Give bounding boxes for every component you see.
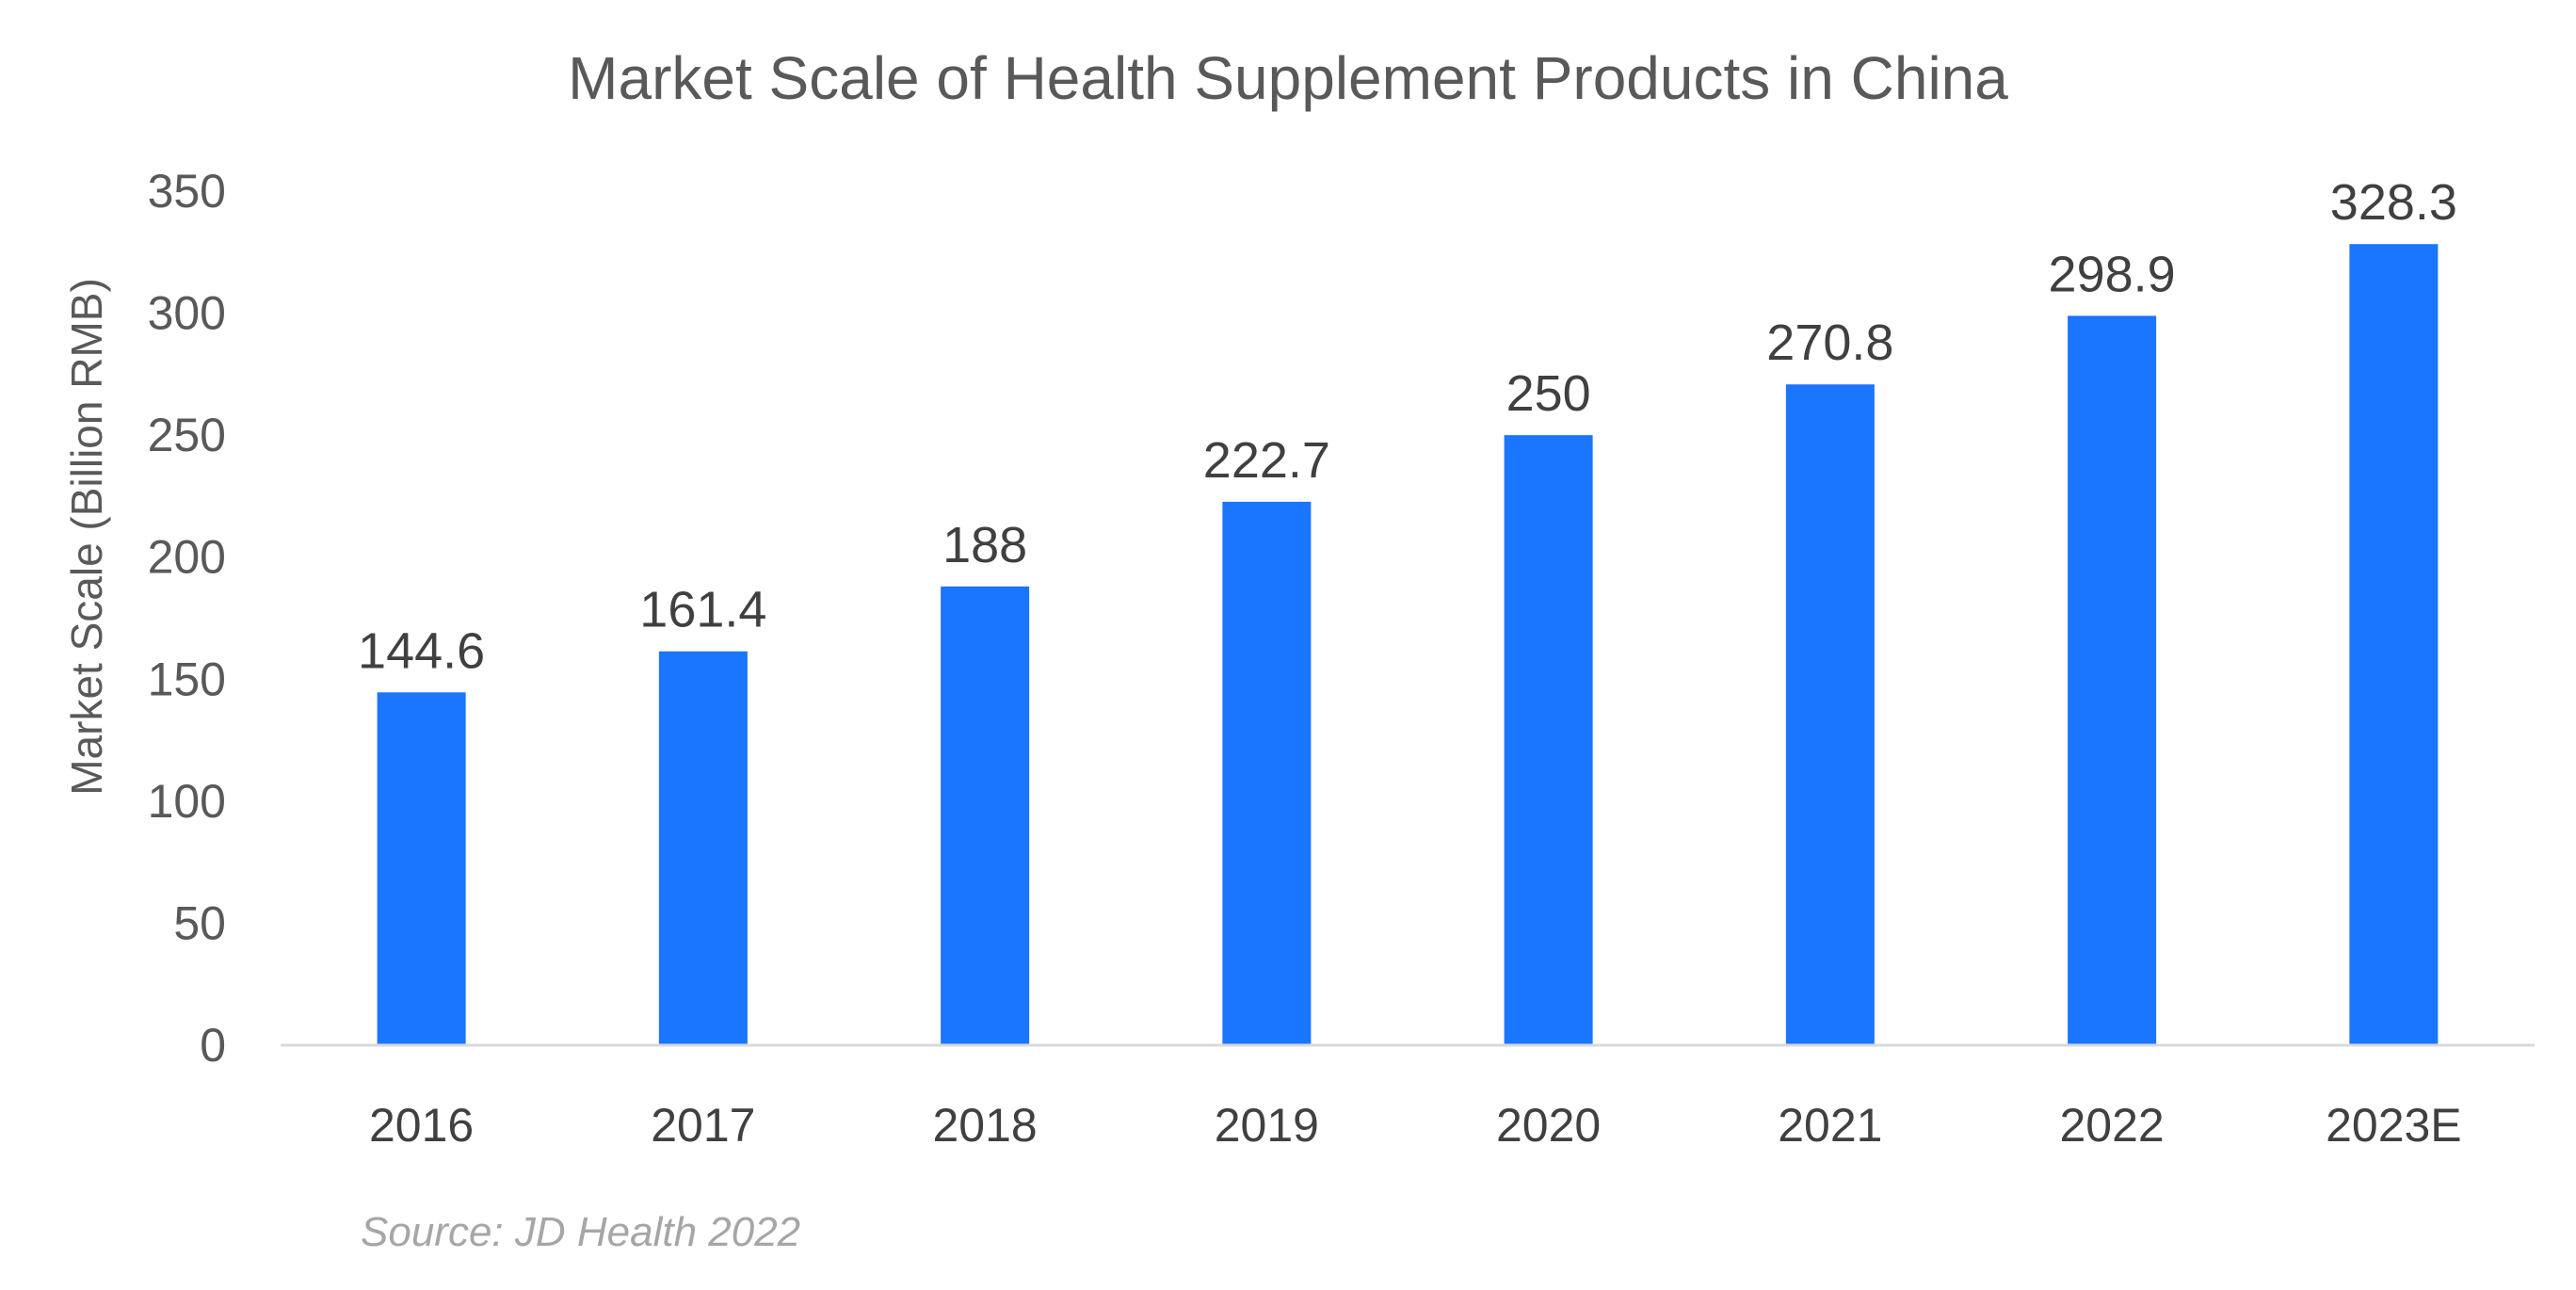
y-tick-label: 250: [148, 409, 226, 461]
bar: [2068, 315, 2157, 1045]
y-tick-label: 350: [148, 165, 226, 218]
bar: [941, 586, 1030, 1045]
data-label: 144.6: [358, 622, 485, 679]
data-label: 188: [942, 517, 1027, 573]
x-tick-label: 2022: [2060, 1099, 2165, 1152]
source-note: Source: JD Health 2022: [361, 1209, 800, 1255]
x-axis-ticks: 2016 2017 2018 2019 2020 2021 2022 2023E: [369, 1099, 2462, 1152]
bar: [377, 692, 466, 1045]
bar: [658, 651, 748, 1045]
y-tick-label: 200: [148, 531, 226, 584]
bar: [1785, 384, 1875, 1045]
data-labels: 144.6 161.4 188 222.7 250 270.8 298.9 328.3: [358, 174, 2457, 679]
y-tick-label: 100: [148, 775, 226, 828]
x-tick-label: 2017: [651, 1099, 755, 1152]
x-tick-label: 2023E: [2326, 1099, 2462, 1152]
x-tick-label: 2018: [933, 1099, 1038, 1152]
data-label: 222.7: [1203, 432, 1330, 489]
x-tick-label: 2020: [1496, 1099, 1601, 1152]
data-label: 250: [1506, 365, 1591, 422]
data-label: 328.3: [2330, 174, 2457, 231]
bar: [1222, 501, 1312, 1045]
x-tick-label: 2016: [369, 1099, 474, 1152]
data-label: 270.8: [1766, 314, 1893, 371]
y-tick-label: 300: [148, 287, 226, 340]
chart-title: Market Scale of Health Supplement Produc…: [568, 44, 2008, 112]
bar: [1504, 435, 1593, 1046]
data-label: 161.4: [639, 582, 766, 638]
x-tick-label: 2021: [1778, 1099, 1882, 1152]
data-label: 298.9: [2049, 246, 2176, 302]
x-tick-label: 2019: [1215, 1099, 1319, 1152]
bar: [2349, 244, 2439, 1045]
y-tick-label: 50: [173, 896, 226, 949]
bars: [377, 244, 2439, 1046]
y-tick-label: 150: [148, 653, 226, 705]
y-axis-label: Market Scale (Billion RMB): [62, 278, 111, 796]
y-tick-label: 0: [200, 1019, 226, 1072]
y-axis-ticks: 0 50 100 150 200 250 300 350: [148, 165, 226, 1072]
